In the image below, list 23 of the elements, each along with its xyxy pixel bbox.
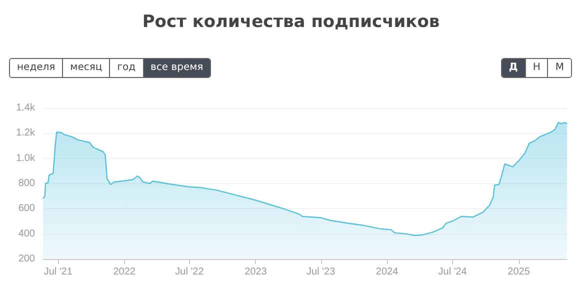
x-tick-label: Jul '21 — [44, 266, 73, 278]
y-tick-label: 600 — [18, 203, 36, 214]
x-tick-label: 2024 — [376, 266, 399, 278]
text: М — [547, 59, 571, 77]
x-tick-label: 2025 — [508, 266, 530, 278]
x-tick-label: Jul '24 — [438, 266, 468, 278]
y-tick-label: 1.0k — [16, 152, 36, 164]
x-tick-label: Jul '22 — [175, 266, 204, 278]
chart-title: Рост количества подписчиков — [141, 12, 441, 32]
text: месяц — [62, 59, 110, 77]
y-tick-label: 1.4k — [16, 102, 36, 114]
text: все время — [142, 59, 210, 77]
y-tick-label: 1.2k — [16, 128, 36, 139]
x-tick-label: 2023 — [244, 266, 268, 278]
x-tick-label: Jul '23 — [306, 266, 336, 278]
x-tick-label: 2022 — [113, 266, 136, 278]
y-tick-label: 800 — [18, 178, 36, 189]
y-tick-label: 400 — [18, 228, 36, 240]
text: неделя — [10, 59, 62, 77]
y-tick-label: 200 — [18, 254, 36, 264]
text: Н — [524, 59, 548, 77]
text: Д — [502, 59, 525, 77]
text: год — [109, 59, 142, 77]
